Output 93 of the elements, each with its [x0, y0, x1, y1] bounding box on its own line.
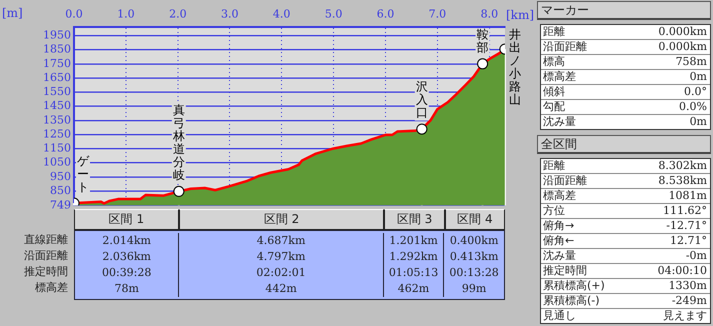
text: -249m	[672, 294, 707, 307]
category-label: 標高差	[543, 189, 576, 202]
category-label: 距離	[543, 25, 565, 38]
x-tick-label: 7.0	[428, 7, 446, 20]
category-label: 俯角→	[543, 219, 574, 232]
text: 1.201km	[389, 234, 438, 248]
text: 4.797km	[256, 250, 306, 264]
text: 0m	[690, 70, 707, 83]
x-tick-label: 0.0	[65, 7, 83, 20]
y-tick-label: 1550	[42, 85, 71, 98]
text: 04:00:10	[658, 264, 707, 277]
y-axis-title: [m]	[2, 6, 23, 20]
category-label: 見通し	[543, 309, 576, 322]
point	[477, 58, 488, 70]
x-tick-label: 1.0	[117, 7, 135, 20]
category-label: 推定時間	[24, 265, 68, 278]
text: -12.71°	[666, 219, 707, 232]
category-label: 区間 2	[178, 209, 384, 230]
category-label: 標高差	[543, 70, 576, 83]
text: 442m	[265, 282, 297, 296]
x-tick-label: 6.0	[376, 7, 394, 20]
category-label: 沿面距離	[543, 40, 587, 53]
category-label: 沈み量	[543, 115, 576, 128]
text: 00:13:28	[449, 266, 499, 280]
annotation: 真弓林道分岐	[172, 103, 185, 182]
category-label: 沈み量	[543, 249, 576, 262]
category-label: 標高差	[34, 281, 68, 294]
annotation: 井出ノ小路山	[509, 27, 521, 106]
text: 全区間	[537, 135, 711, 154]
text: 4.687km	[256, 234, 306, 248]
x-tick-label: 3.0	[220, 7, 238, 20]
y-tick-label: 1450	[42, 99, 71, 112]
category-label: 区間 1	[74, 209, 179, 230]
text: 1081m	[668, 189, 707, 202]
text: 02:02:01	[256, 266, 306, 280]
y-tick-label: 1050	[42, 156, 71, 169]
category-label: 累積標高(+)	[543, 279, 605, 292]
point	[416, 124, 428, 135]
text: 462m	[398, 282, 430, 296]
text: 99m	[462, 282, 486, 296]
annotation: ゲート	[76, 154, 90, 194]
category-label: 沿面距離	[24, 249, 68, 262]
category-label: 勾配	[543, 100, 565, 113]
y-tick-label: 1750	[42, 56, 71, 70]
y-tick-label: 1950	[42, 28, 71, 42]
x-tick-label: 4.0	[272, 7, 290, 20]
text: 1330m	[668, 279, 707, 292]
y-tick-label: 850	[50, 184, 71, 197]
text: 0.0%	[679, 100, 707, 113]
text: -0m	[686, 249, 707, 262]
category-label: 標高	[543, 55, 565, 68]
annotation: 鞍部	[476, 27, 489, 54]
text: 758m	[676, 55, 707, 68]
text: 1.292km	[389, 250, 438, 264]
y-tick-label: 1250	[42, 127, 71, 140]
text: 2.036km	[102, 250, 151, 264]
text: 12.71°	[670, 234, 707, 247]
y-tick-label: 749	[50, 198, 71, 212]
text: 78m	[114, 282, 139, 296]
text: 0.000km	[658, 40, 707, 53]
text: 0.0°	[684, 85, 707, 98]
x-tick-label: 5.0	[324, 7, 342, 20]
y-tick-label: 950	[50, 170, 71, 183]
x-tick-label: 2.0	[169, 7, 187, 20]
x-axis-title: [km]	[506, 8, 534, 22]
category-label: 方位	[543, 204, 565, 217]
category-label: 沿面距離	[543, 174, 587, 187]
x-tick-label: 8.0	[480, 7, 498, 20]
text: 111.62°	[663, 204, 707, 217]
text: 01:05:13	[388, 266, 438, 280]
text: 00:39:28	[102, 266, 152, 280]
text: 0.413km	[450, 250, 498, 264]
category-label: 距離	[543, 159, 565, 172]
category-label: 直線距離	[24, 233, 68, 246]
category-label: 区間 3	[384, 209, 445, 230]
y-tick-label: 1850	[42, 42, 71, 56]
text: 2.014km	[102, 234, 151, 248]
annotation: 沢入口	[416, 80, 428, 120]
y-tick-label: 1150	[42, 142, 71, 155]
category-label: 推定時間	[543, 264, 587, 277]
category-label: 傾斜	[543, 85, 565, 98]
text: 8.538km	[658, 174, 707, 187]
text: 8.302km	[658, 159, 707, 172]
category-label: 区間 4	[444, 209, 505, 230]
y-tick-label: 1350	[42, 113, 71, 126]
y-tick-label: 1650	[42, 70, 71, 84]
category-label: 累積標高(-)	[543, 294, 600, 307]
text: 0m	[690, 115, 707, 128]
text: 0.400km	[450, 234, 498, 248]
text: 0.000km	[658, 25, 707, 38]
text: 見えます	[663, 309, 707, 322]
text: マーカー	[537, 1, 711, 20]
category-label: 俯角←	[543, 234, 574, 247]
